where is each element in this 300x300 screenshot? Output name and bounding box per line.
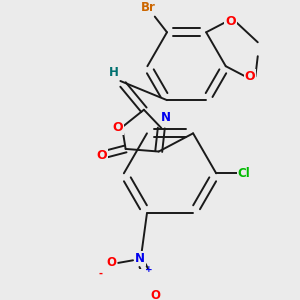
Text: O: O <box>112 121 123 134</box>
Text: -: - <box>99 268 103 278</box>
Text: O: O <box>106 256 116 269</box>
Text: Br: Br <box>140 2 155 14</box>
Text: O: O <box>96 149 106 162</box>
Text: +: + <box>145 265 152 274</box>
Text: H: H <box>109 66 118 79</box>
Text: O: O <box>245 70 255 83</box>
Text: N: N <box>135 252 145 265</box>
Text: O: O <box>151 289 161 300</box>
Text: N: N <box>161 111 171 124</box>
Text: O: O <box>225 15 236 28</box>
Text: Cl: Cl <box>238 167 250 180</box>
